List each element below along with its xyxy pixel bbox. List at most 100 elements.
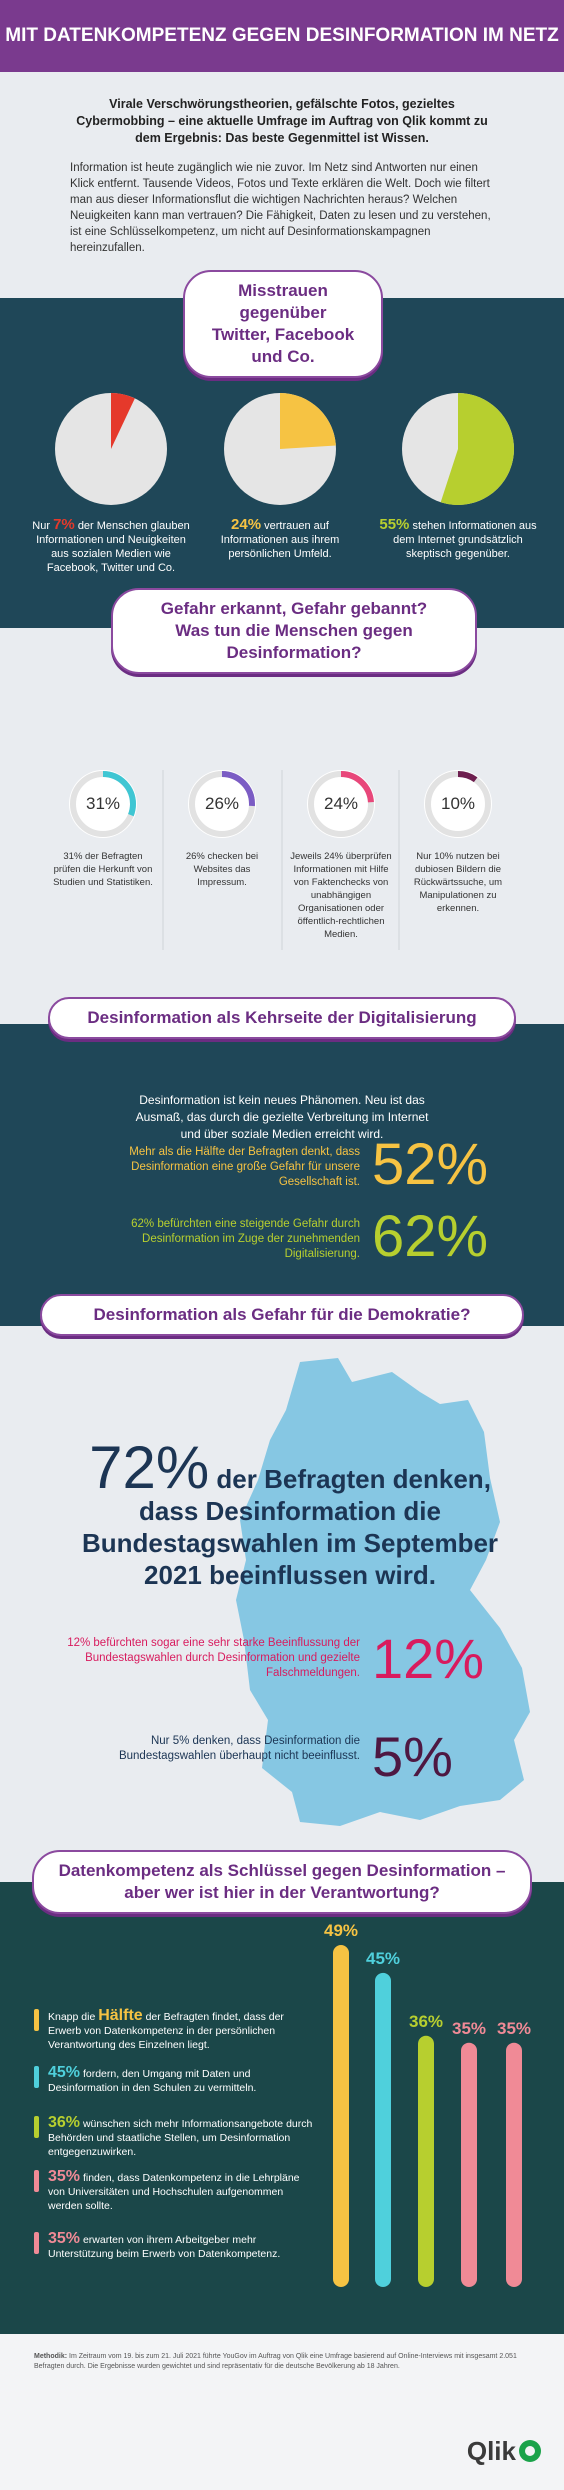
statement-text: finden, dass Datenkompetenz in die Lehrp… xyxy=(48,2172,300,2212)
footer-band xyxy=(0,2334,564,2490)
statement: Knapp die Hälfte der Befragten findet, d… xyxy=(48,2007,318,2052)
statement-text: fordern, den Umgang mit Daten und Desinf… xyxy=(48,2068,257,2094)
caption-value: 55% xyxy=(379,516,410,533)
section-title: Gefahr erkannt, Gefahr gebannt? Was tun d… xyxy=(111,588,477,674)
donut-arc xyxy=(70,771,136,837)
donut-caption: 31% der Befragten prüfen die Herkunft vo… xyxy=(53,851,153,888)
caption-text: der Menschen glauben Informationen und N… xyxy=(36,520,190,574)
statement-marker xyxy=(34,2009,39,2031)
big-value: 62% xyxy=(372,1204,489,1269)
page-title: MIT DATENKOMPETENZ GEGEN DESINFORMATION … xyxy=(5,25,559,46)
section-title-line: aber wer ist hier in der Verantwortung? xyxy=(124,1883,440,1902)
section-title-line: Desinformation als Kehrseite der Digital… xyxy=(87,1008,477,1027)
statement-highlight: 45% xyxy=(48,2064,81,2081)
statement: Nur 5% denken, dass Desinformation die B… xyxy=(118,1735,360,1762)
statement-text: erwarten von ihrem Arbeitgeber mehr Unte… xyxy=(48,2234,281,2260)
section-title-line: Misstrauen gegenüber xyxy=(238,281,328,322)
bar xyxy=(461,2042,477,2287)
section-title: Datenkompetenz als Schlüssel gegen Desin… xyxy=(32,1850,532,1914)
pie-caption: 24% vertrauen auf Informationen aus ihre… xyxy=(200,516,360,561)
donut-face xyxy=(307,770,375,838)
section-title-line: Gefahr erkannt, Gefahr gebannt? xyxy=(160,599,428,618)
statement: Mehr als die Hälfte der Befragten denkt,… xyxy=(129,1146,360,1188)
statement-marker xyxy=(34,2170,39,2192)
section-title-line: Desinformation als Gefahr für die Demokr… xyxy=(93,1305,471,1324)
headline: 72% der Befragten denken, dass Desinform… xyxy=(60,1438,520,1591)
methodology-label: Methodik: xyxy=(34,2353,68,2360)
pie-caption: 55% stehen Informationen aus dem Interne… xyxy=(378,516,538,561)
bar xyxy=(375,1972,391,2287)
dark-band xyxy=(0,1882,564,2334)
statement: 35% finden, dass Datenkompetenz in die L… xyxy=(48,2168,318,2213)
section-title: Desinformation als Kehrseite der Digital… xyxy=(48,997,516,1039)
statement-marker xyxy=(34,2232,39,2254)
logo-mark-inner xyxy=(525,2446,535,2456)
donut-caption: Nur 10% nutzen bei dubiosen Bildern die … xyxy=(413,851,503,914)
big-value: 5% xyxy=(372,1725,453,1788)
donut-label: 26% xyxy=(204,794,240,813)
statement-marker xyxy=(34,2116,39,2138)
donut-arc xyxy=(308,771,374,837)
donut-label: 24% xyxy=(323,794,359,813)
bar-label: 35% xyxy=(496,2018,532,2038)
big-value: 12% xyxy=(372,1627,485,1690)
section-title-line: Datenkompetenz als Schlüssel gegen Desin… xyxy=(58,1861,506,1880)
bar-label: 45% xyxy=(365,1948,401,1968)
statement: 36% wünschen sich mehr Informationsangeb… xyxy=(48,2114,318,2159)
statement-text: wünschen sich mehr Informationsangebote … xyxy=(48,2118,313,2158)
bar-label: 36% xyxy=(408,2011,444,2031)
germany-map xyxy=(236,1358,530,1826)
caption-text: stehen Informationen aus dem Internet gr… xyxy=(393,520,537,560)
donut-arc xyxy=(425,771,491,837)
headline-text: der Befragten denken, dass Desinformatio… xyxy=(81,1464,499,1590)
pie-slice xyxy=(111,393,135,449)
statement-text: Knapp die xyxy=(48,2011,96,2023)
statement-marker xyxy=(34,2066,39,2088)
bar xyxy=(418,2035,434,2287)
headline-value: 72% xyxy=(89,1434,210,1501)
methodology: Methodik: Im Zeitraum vom 19. bis zum 21… xyxy=(34,2352,530,2372)
bar xyxy=(333,1944,349,2287)
section-title: Desinformation als Gefahr für die Demokr… xyxy=(40,1294,524,1336)
bar xyxy=(506,2042,522,2287)
header-band xyxy=(0,0,564,72)
logo: Qlik xyxy=(466,2436,516,2466)
section-title-line: Twitter, Facebook und Co. xyxy=(211,325,355,366)
statement-highlight: 36% xyxy=(48,2114,81,2131)
statement-highlight: 35% xyxy=(48,2230,81,2247)
donut-arc xyxy=(189,771,255,837)
digital-intro: Desinformation ist kein neues Phänomen. … xyxy=(135,1093,429,1141)
bar-label: 49% xyxy=(323,1920,359,1940)
dark-band xyxy=(0,1024,564,1326)
statement: 35% erwarten von ihrem Arbeitgeber mehr … xyxy=(48,2230,318,2261)
section-title-line: Was tun die Menschen gegen Desinformatio… xyxy=(175,621,413,662)
intro-body: Information ist heute zugänglich wie nie… xyxy=(70,162,491,254)
caption-text: vertrauen auf Informationen aus ihrem pe… xyxy=(220,520,340,560)
statement: 62% befürchten eine steigende Gefahr dur… xyxy=(131,1218,360,1260)
pie-slice xyxy=(440,393,514,506)
statement-highlight: 35% xyxy=(48,2168,81,2185)
donut-face xyxy=(69,770,137,838)
pie-caption: Nur 7% der Menschen glauben Informatione… xyxy=(31,516,191,575)
pie-slice xyxy=(280,393,336,449)
intro-lead: Virale Verschwörungstheorien, gefälschte… xyxy=(76,97,488,145)
statement: 12% befürchten sogar eine sehr starke Be… xyxy=(67,1637,360,1679)
big-value: 52% xyxy=(372,1132,489,1197)
section-title: Misstrauen gegenüber Twitter, Facebook un… xyxy=(183,270,383,378)
bar-label: 35% xyxy=(451,2018,487,2038)
caption-value: 7% xyxy=(53,516,75,533)
caption-value: 24% xyxy=(231,516,262,533)
donut-label: 10% xyxy=(440,794,476,813)
statement-highlight: Hälfte xyxy=(98,2007,143,2024)
statement: 45% fordern, den Umgang mit Daten und De… xyxy=(48,2064,318,2095)
donut-face xyxy=(424,770,492,838)
donut-face xyxy=(188,770,256,838)
methodology-text: Im Zeitraum vom 19. bis zum 21. Juli 202… xyxy=(34,2353,517,2370)
caption-text: Nur xyxy=(32,520,50,532)
donut-label: 31% xyxy=(85,794,121,813)
donut-caption: 26% checken bei Websites das Impressum. xyxy=(185,851,259,888)
statement-text: der Befragten findet, dass der Erwerb vo… xyxy=(48,2011,284,2051)
donut-caption: Jeweils 24% überprüfen Informationen mit… xyxy=(290,851,392,940)
